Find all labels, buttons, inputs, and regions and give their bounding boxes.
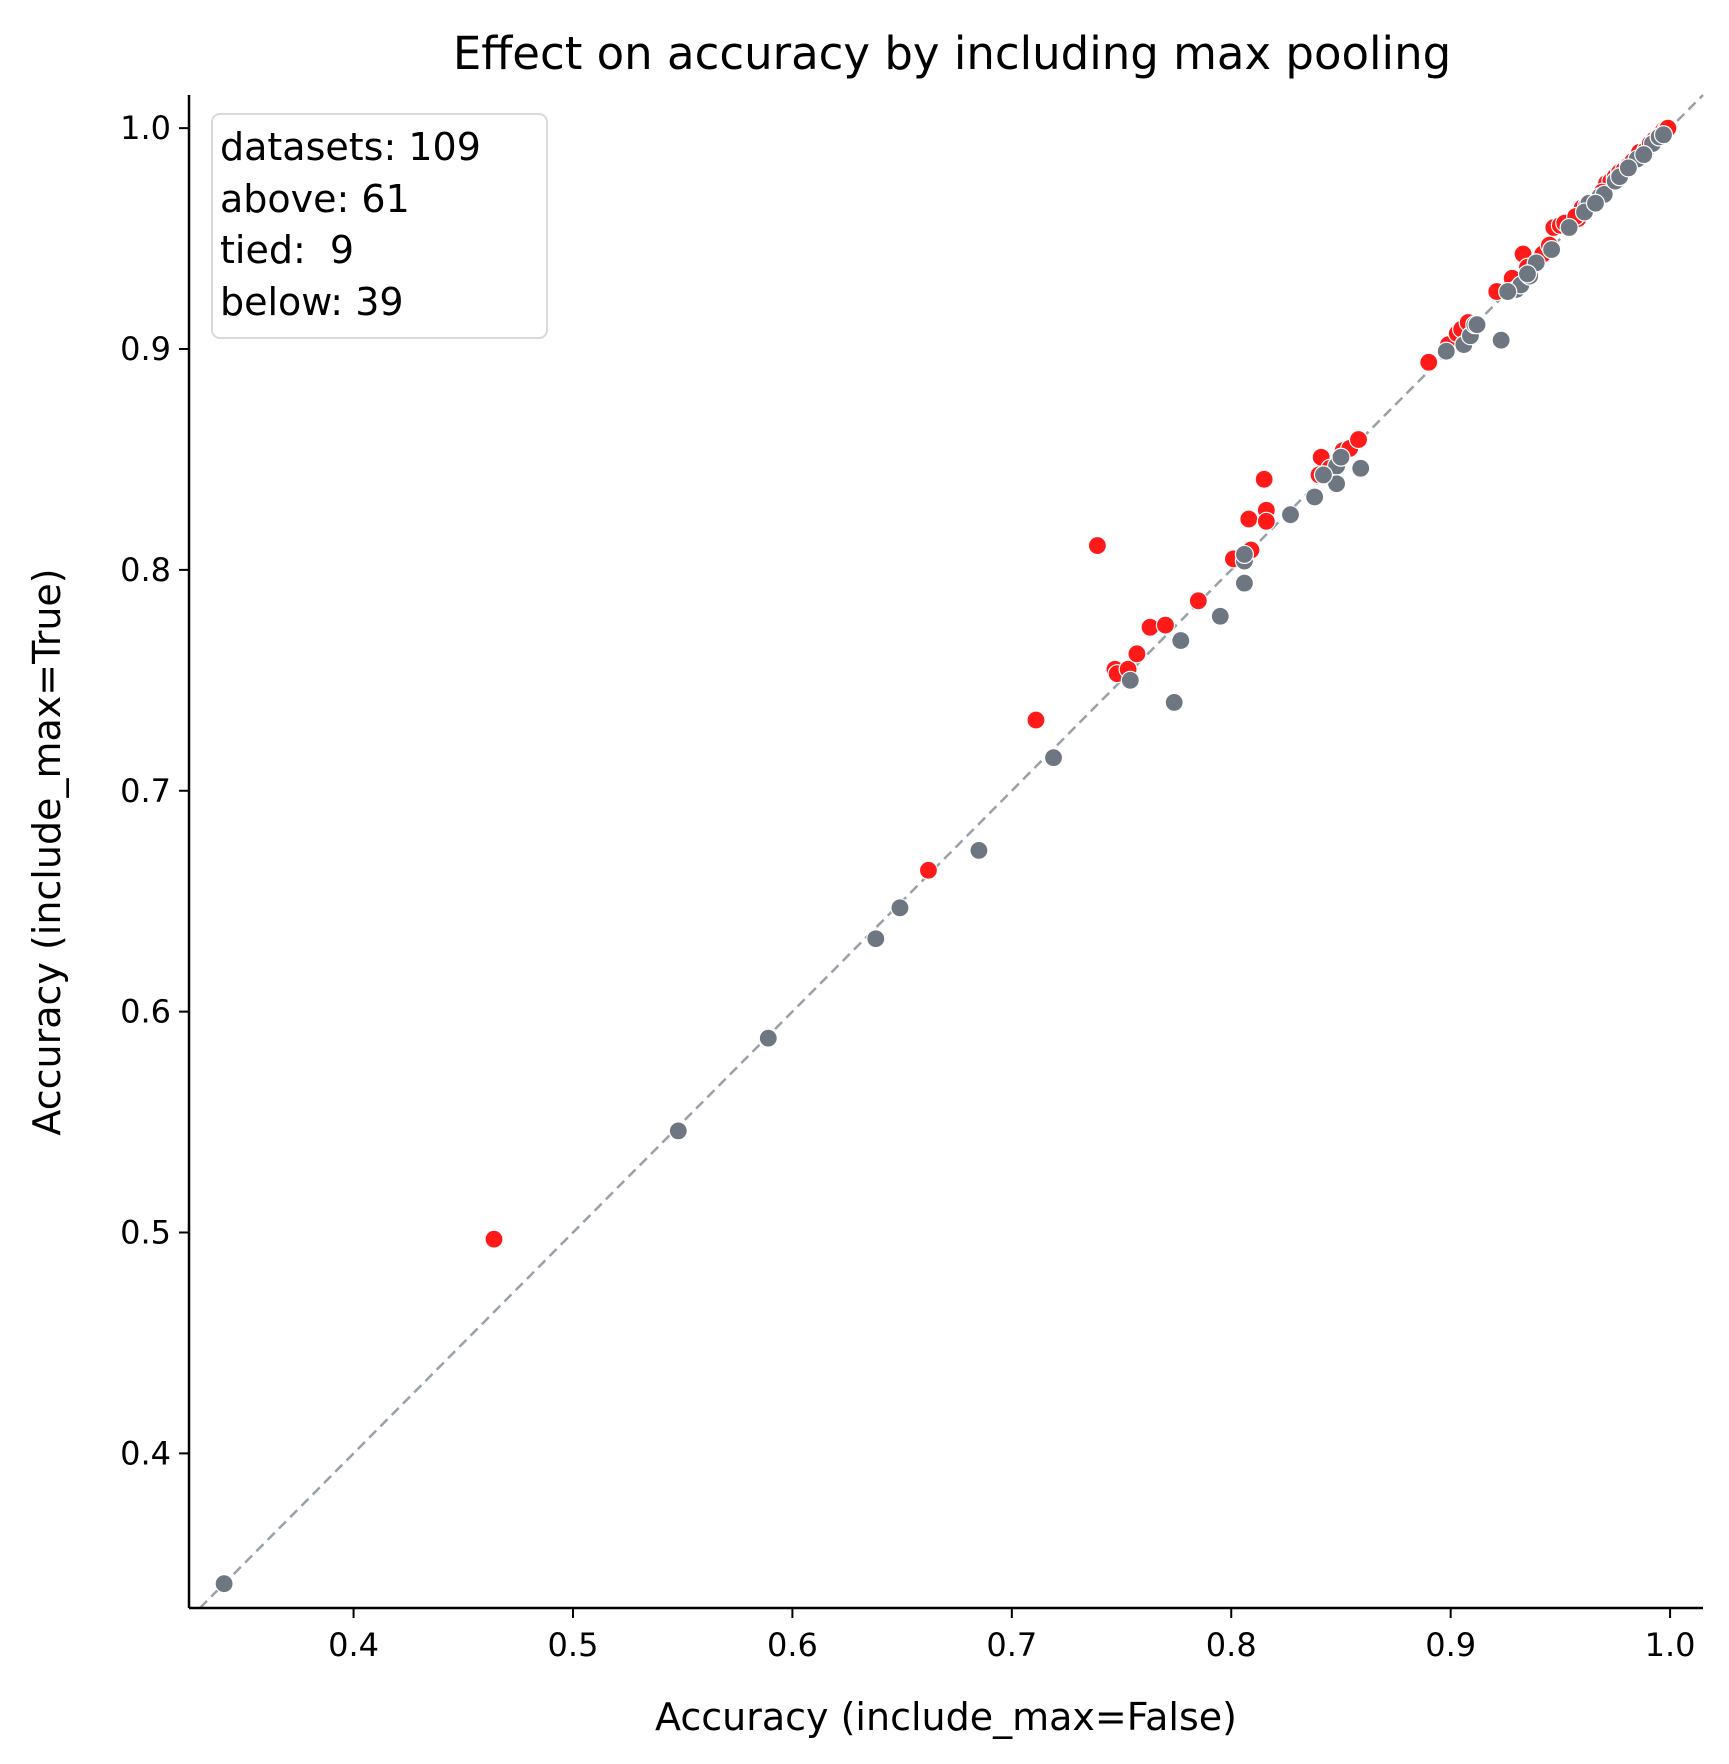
data-point	[1517, 264, 1538, 284]
data-point	[1585, 193, 1606, 213]
data-point	[1026, 710, 1046, 730]
stats-box: datasets: 109 above: 61 tied: 9 below: 3…	[211, 113, 548, 339]
x-tick-label: 0.8	[1206, 1626, 1257, 1664]
data-point	[1256, 511, 1276, 531]
data-point	[1436, 341, 1456, 361]
x-tick-label: 0.6	[767, 1626, 818, 1664]
data-point	[1120, 670, 1140, 690]
data-point	[866, 929, 886, 949]
x-tick-label: 0.7	[986, 1626, 1037, 1664]
data-point	[1155, 615, 1176, 635]
data-point	[1326, 474, 1347, 494]
data-point	[1171, 630, 1191, 651]
data-point	[1618, 158, 1638, 178]
points-layer	[214, 118, 1678, 1594]
data-point	[918, 860, 939, 880]
data-point	[758, 1028, 778, 1048]
data-point	[1351, 458, 1371, 478]
y-tick-label: 0.7	[120, 772, 171, 810]
x-axis-label: Accuracy (include_max=False)	[655, 1695, 1237, 1739]
data-point	[1541, 240, 1562, 260]
y-tick-label: 0.4	[120, 1434, 171, 1472]
data-point	[1491, 330, 1511, 350]
data-point	[1348, 429, 1369, 450]
data-point	[1331, 447, 1351, 467]
data-point	[1305, 487, 1325, 507]
data-point	[1419, 352, 1439, 372]
chart-title: Effect on accuracy by including max pool…	[453, 27, 1451, 80]
data-point	[1254, 469, 1274, 489]
stats-line-below: below: 39	[220, 280, 404, 324]
x-tick-label: 0.4	[328, 1626, 379, 1664]
data-point	[969, 840, 989, 860]
data-point	[1280, 505, 1301, 525]
data-point	[484, 1229, 504, 1249]
data-point	[1127, 644, 1147, 664]
data-point	[1653, 125, 1674, 145]
data-point	[668, 1121, 688, 1141]
y-tick-label: 1.0	[120, 109, 171, 147]
y-tick-label: 0.8	[120, 551, 171, 589]
y-tick-label: 0.6	[120, 993, 171, 1031]
data-point	[1234, 573, 1255, 593]
data-point	[1234, 544, 1255, 565]
x-tick-label: 0.9	[1425, 1626, 1476, 1664]
stats-line-tied: tied: 9	[220, 228, 354, 272]
data-point	[890, 898, 910, 918]
stats-line-datasets: datasets: 109	[220, 125, 481, 169]
x-tick-label: 0.5	[548, 1626, 599, 1664]
y-axis-label: Accuracy (include_max=True)	[25, 568, 69, 1135]
data-point	[1164, 692, 1184, 713]
data-point	[1087, 535, 1108, 556]
data-point	[1559, 217, 1579, 238]
data-point	[1239, 509, 1259, 529]
data-point	[1467, 315, 1487, 335]
stats-line-above: above: 61	[220, 177, 410, 221]
data-point	[1043, 748, 1064, 768]
ticks-layer: 0.4 0.5 0.6 0.7 0.8 0.9 1.0 0.4 0.5 0.6 0.7 0.8 0.9 1…	[120, 109, 1695, 1664]
x-tick-label: 1.0	[1645, 1626, 1696, 1664]
data-point	[214, 1574, 234, 1594]
data-point	[1498, 281, 1518, 302]
y-tick-label: 0.5	[120, 1214, 171, 1252]
data-point	[1634, 145, 1654, 165]
data-point	[1313, 465, 1334, 485]
stats-box-frame	[211, 113, 548, 339]
y-tick-label: 0.9	[120, 330, 171, 368]
data-point	[1210, 606, 1230, 626]
data-point	[1188, 591, 1208, 611]
